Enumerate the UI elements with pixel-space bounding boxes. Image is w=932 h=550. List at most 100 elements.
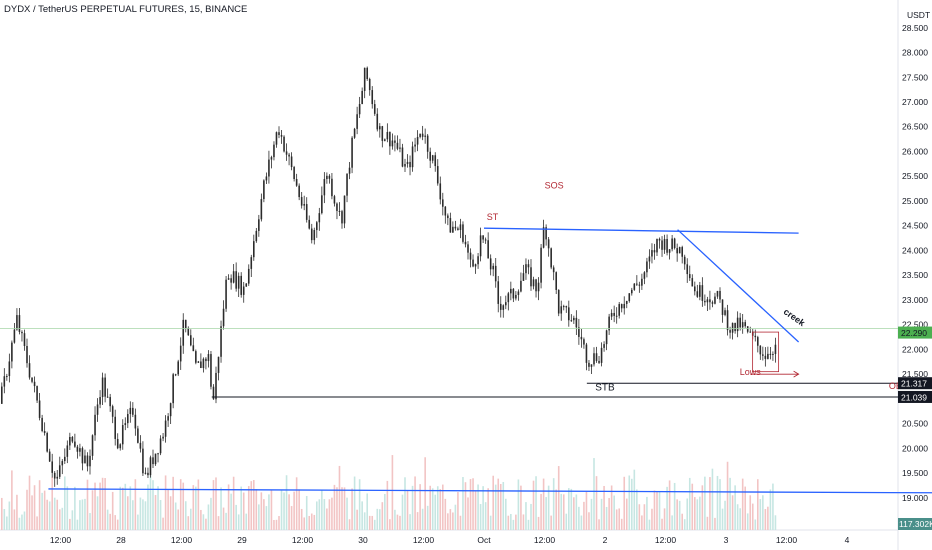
- candle-body: [764, 355, 767, 359]
- x-tick-label: 12:00: [171, 535, 193, 545]
- candle-body: [288, 154, 290, 157]
- candle-body: [537, 282, 540, 292]
- volume-bar: [744, 486, 746, 530]
- volume-bar: [537, 516, 540, 530]
- volume-bar: [331, 497, 333, 530]
- volume-bar: [348, 519, 351, 530]
- annotation-lows: Lows: [740, 367, 762, 377]
- candle-body: [51, 461, 53, 473]
- volume-bar: [751, 503, 754, 530]
- volume-bar: [321, 489, 323, 530]
- x-tick-label: Oct: [477, 535, 491, 545]
- candle-body: [726, 310, 729, 331]
- candle-body: [283, 136, 285, 152]
- volume-bar: [454, 504, 457, 530]
- volume-bar: [550, 515, 552, 530]
- volume-bar: [41, 492, 43, 530]
- candle-body: [343, 195, 346, 224]
- volume-bar: [215, 477, 217, 530]
- candle-body: [477, 256, 479, 265]
- volume-bar: [159, 500, 162, 530]
- candle-body: [499, 303, 502, 310]
- volume-bar: [658, 491, 661, 530]
- candle-body: [389, 131, 391, 147]
- candle-body: [341, 211, 343, 224]
- candle-body: [38, 400, 41, 418]
- volume-bar: [678, 500, 681, 530]
- candle-body: [303, 204, 305, 206]
- candle-body: [172, 374, 174, 404]
- volume-bar: [91, 490, 94, 530]
- volume-bar: [605, 506, 608, 530]
- volume-bar: [379, 509, 381, 530]
- volume-bar: [89, 513, 91, 530]
- candle-body: [285, 151, 288, 155]
- candle-body: [69, 436, 71, 446]
- volume-bar: [628, 475, 631, 530]
- candle-body: [376, 113, 379, 130]
- candle-body: [638, 284, 641, 286]
- candle-body: [338, 210, 341, 212]
- trendline-support[interactable]: [48, 488, 932, 494]
- volume-bar: [3, 509, 6, 530]
- candle-body: [661, 240, 663, 250]
- last-price-tag-bg: [898, 326, 932, 339]
- candle-body: [605, 330, 608, 345]
- volume-bar: [406, 490, 409, 530]
- trendline-descending[interactable]: [677, 229, 800, 343]
- y-tick-label: 26.000: [902, 146, 928, 156]
- volume-bar: [610, 485, 613, 530]
- volume-bar: [404, 477, 406, 530]
- candle-body: [247, 268, 250, 284]
- candle-body: [583, 339, 585, 345]
- candle-body: [436, 166, 439, 184]
- volume-bar: [505, 498, 507, 530]
- candle-body: [318, 213, 321, 223]
- volume-bar: [232, 476, 235, 530]
- volume-bar: [673, 482, 676, 530]
- volume-bar: [540, 493, 542, 530]
- candle-body: [442, 199, 444, 207]
- volume-bar: [562, 494, 565, 530]
- lows-arrow-head: [793, 370, 800, 378]
- candle-body: [681, 247, 683, 257]
- candle-body: [197, 361, 200, 363]
- candle-body: [464, 241, 467, 245]
- candle-body: [394, 140, 396, 143]
- volume-bar: [144, 501, 147, 530]
- volume-bar: [603, 485, 605, 530]
- volume-bar: [615, 509, 618, 530]
- volume-bar: [182, 482, 185, 530]
- candle-body: [300, 197, 303, 206]
- volume-bar: [147, 484, 149, 530]
- y-tick-label: 23.000: [902, 295, 928, 305]
- volume-bar: [177, 509, 179, 530]
- candle-body: [603, 344, 605, 348]
- x-tick-label: 12:00: [655, 535, 677, 545]
- candle-body: [147, 472, 149, 476]
- volume-bar: [106, 509, 109, 530]
- candle-body: [260, 199, 263, 220]
- candle-body: [6, 376, 8, 378]
- volume-bar: [477, 484, 479, 530]
- volume-bar: [381, 502, 384, 530]
- candle-body: [76, 446, 79, 452]
- candle-body: [757, 337, 759, 346]
- volume-bar: [394, 509, 396, 530]
- candle-body: [313, 230, 316, 241]
- candle-body: [550, 248, 552, 268]
- candle-body: [177, 361, 179, 375]
- volume-bar: [499, 484, 502, 530]
- volume-bar: [726, 461, 729, 530]
- candle-body: [48, 451, 51, 462]
- candle-body: [328, 175, 331, 179]
- candle-body: [734, 322, 736, 332]
- volume-bar: [237, 514, 240, 530]
- volume-bar: [769, 489, 772, 530]
- volume-bar: [290, 506, 293, 530]
- volume-bar: [56, 499, 59, 530]
- y-tick-label: 22.000: [902, 344, 928, 354]
- candle-body: [278, 132, 280, 136]
- trendline-resistance[interactable]: [483, 227, 799, 234]
